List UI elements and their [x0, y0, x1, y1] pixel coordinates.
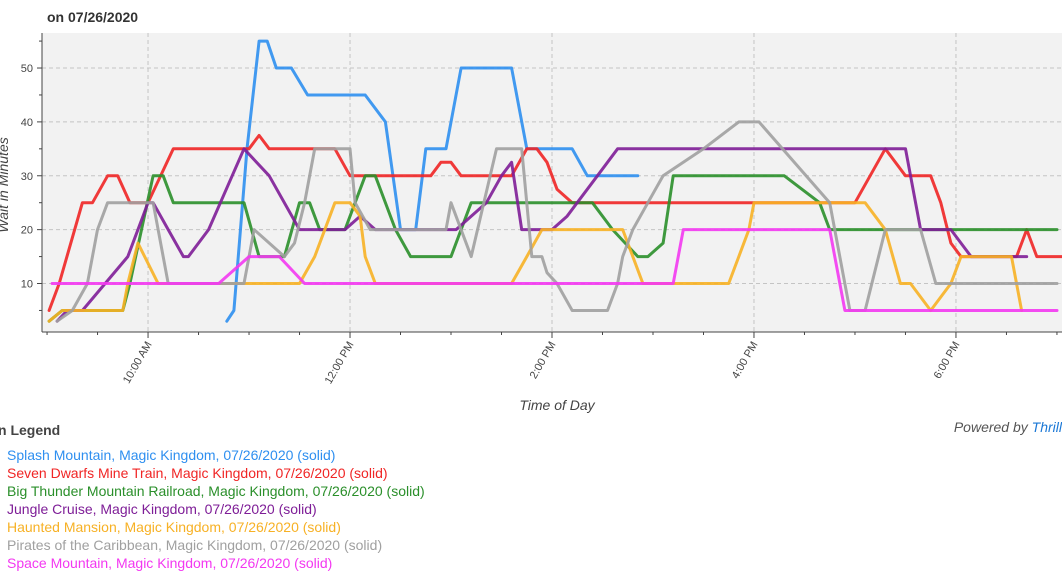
series-line-3: [47, 174, 1059, 323]
x-tick-label: 10:00 AM: [121, 340, 155, 386]
y-tick-label: 10: [21, 279, 33, 291]
legend-item[interactable]: Space Mountain, Magic Kingdom, 07/26/202…: [7, 555, 333, 571]
legend-title: n Legend: [0, 422, 61, 438]
x-tick-label: 12:00 PM: [323, 340, 357, 387]
series-lines: [47, 39, 1062, 323]
legend-item[interactable]: Splash Mountain, Magic Kingdom, 07/26/20…: [7, 447, 336, 463]
series-line-7: [50, 228, 1059, 312]
x-axis-title: Time of Day: [519, 397, 595, 413]
legend-item[interactable]: Haunted Mansion, Magic Kingdom, 07/26/20…: [7, 519, 341, 535]
powered-by: Powered by Thrill: [954, 419, 1062, 435]
legend-item[interactable]: Big Thunder Mountain Railroad, Magic Kin…: [7, 483, 425, 499]
chart-title: on 07/26/2020: [47, 9, 139, 25]
y-tick-label: 40: [21, 117, 33, 129]
x-tick-label: 4:00 PM: [730, 340, 761, 381]
y-tick-label: 30: [21, 171, 33, 183]
y-tick-label: 20: [21, 225, 33, 237]
y-tick-label: 50: [21, 63, 33, 75]
x-tick-label: 2:00 PM: [528, 340, 559, 381]
powered-by-prefix: Powered by: [953, 419, 1032, 435]
x-tick-label: 6:00 PM: [932, 340, 963, 381]
y-axis-title: Wait in Minutes: [0, 137, 11, 232]
powered-by-brand-link[interactable]: Thrill: [1031, 419, 1062, 435]
legend-item[interactable]: Jungle Cruise, Magic Kingdom, 07/26/2020…: [7, 501, 317, 517]
line-chart: 10 20 30 40 50 10:00 AM 12:00 PM 2:00 PM 4:00 PM…: [0, 33, 1062, 413]
legend-item[interactable]: Seven Dwarfs Mine Train, Magic Kingdom, …: [7, 465, 388, 481]
legend: Splash Mountain, Magic Kingdom, 07/26/20…: [7, 446, 425, 572]
series-line-6: [55, 120, 1059, 323]
legend-item[interactable]: Pirates of the Caribbean, Magic Kingdom,…: [7, 537, 383, 553]
